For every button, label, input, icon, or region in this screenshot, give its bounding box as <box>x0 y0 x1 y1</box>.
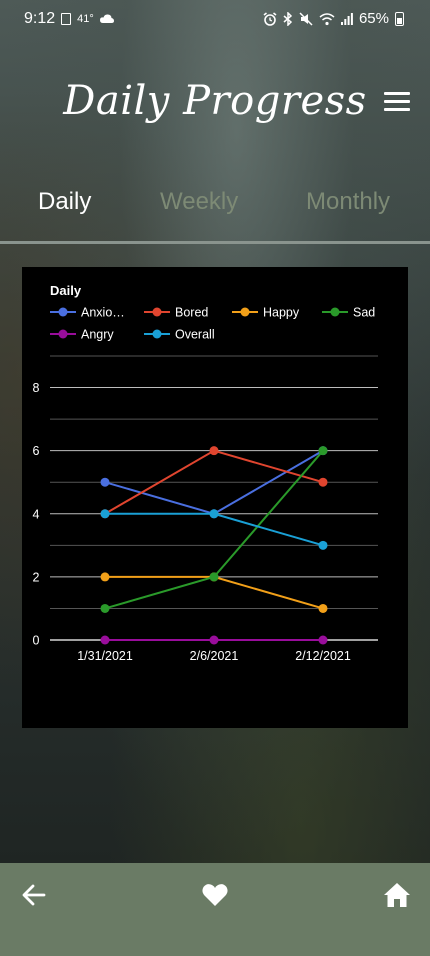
series-line <box>105 512 324 547</box>
legend-label: Sad <box>353 306 375 320</box>
x-tick-label: 2/12/2021 <box>295 649 351 663</box>
heart-icon[interactable] <box>201 881 229 909</box>
bluetooth-icon <box>283 11 293 26</box>
data-point <box>318 477 328 487</box>
legend-marker <box>330 307 340 317</box>
data-point <box>209 635 219 645</box>
back-arrow-icon[interactable] <box>20 881 48 909</box>
data-point <box>100 635 110 645</box>
battery-percentage: 65% <box>358 10 389 27</box>
status-time: 9:12 <box>24 10 56 27</box>
data-point <box>209 572 219 582</box>
data-point <box>100 603 110 613</box>
legend-label: Bored <box>175 306 208 320</box>
data-point <box>318 540 328 550</box>
y-tick-label: 4 <box>33 507 40 521</box>
bottom-navigation-bar <box>0 863 430 956</box>
cloud-icon <box>99 14 114 23</box>
legend-label: Anxio… <box>81 306 125 320</box>
legend-label: Angry <box>81 328 114 342</box>
y-tick-label: 0 <box>33 634 40 648</box>
mute-icon <box>299 11 313 26</box>
data-point <box>209 509 219 519</box>
hamburger-menu-icon[interactable] <box>384 92 410 112</box>
legend-marker <box>58 307 68 317</box>
x-tick-label: 1/31/2021 <box>77 649 133 663</box>
signal-icon <box>340 12 353 25</box>
tab-weekly[interactable]: Weekly <box>160 188 239 215</box>
daily-line-chart: Daily Anxio… Bored Happy Sad Angry Overall 0 2 4 6… <box>33 283 378 663</box>
data-point <box>318 446 328 456</box>
y-tick-label: 6 <box>33 444 40 458</box>
tab-daily[interactable]: Daily <box>38 188 92 215</box>
legend-label: Happy <box>263 306 300 320</box>
chart-title: Daily <box>50 283 82 298</box>
data-point <box>100 477 110 487</box>
status-bar: 9:12 41° 65% <box>0 0 430 36</box>
data-point <box>209 446 219 456</box>
battery-icon <box>395 11 404 26</box>
tab-divider <box>0 241 430 244</box>
x-tick-label: 2/6/2021 <box>190 649 239 663</box>
page-title: Daily Progress <box>63 78 367 124</box>
data-point <box>100 572 110 582</box>
data-point <box>318 603 328 613</box>
legend-label: Overall <box>175 328 215 342</box>
wifi-icon <box>319 12 335 25</box>
data-point <box>318 635 328 645</box>
notification-icon <box>61 13 72 25</box>
legend-marker <box>152 307 162 317</box>
alarm-icon <box>263 11 277 26</box>
tab-bar: Daily Weekly Monthly <box>0 188 430 228</box>
status-temperature: 41° <box>77 13 94 25</box>
y-tick-label: 8 <box>33 381 40 395</box>
y-tick-label: 2 <box>33 570 40 584</box>
series-line <box>104 450 324 610</box>
data-point <box>100 509 110 519</box>
series-line <box>105 575 324 610</box>
daily-chart-card: Daily Anxio… Bored Happy Sad Angry Overall 0 2 4 6… <box>22 267 408 728</box>
legend-marker <box>152 329 162 339</box>
legend-marker <box>240 307 250 317</box>
home-icon[interactable] <box>383 881 411 909</box>
legend-marker <box>58 329 68 339</box>
tab-monthly[interactable]: Monthly <box>306 188 391 215</box>
